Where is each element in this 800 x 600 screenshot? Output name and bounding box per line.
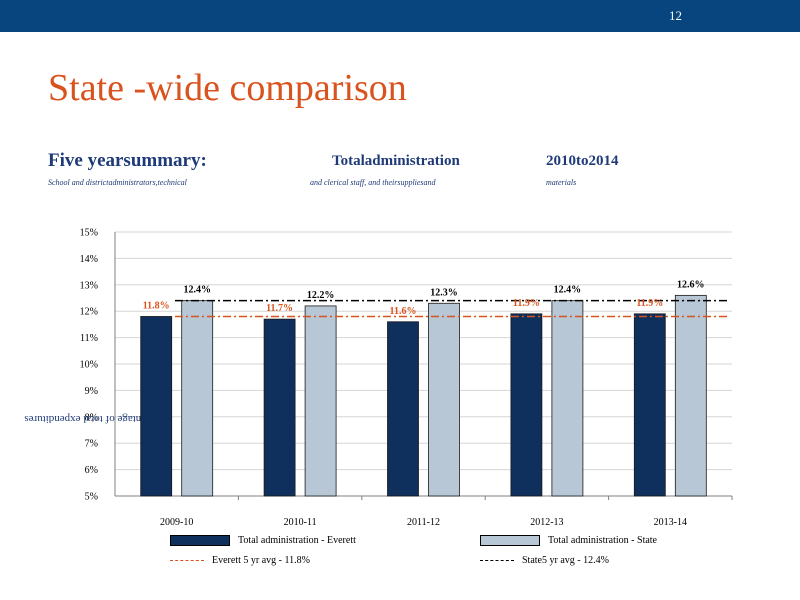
legend-swatch-everett <box>170 535 230 546</box>
page-number: 12 <box>669 8 682 23</box>
bar-everett <box>633 313 666 497</box>
x-tick-label: 2013-14 <box>654 517 687 528</box>
description-left: School and districtadministrators,techni… <box>48 178 187 187</box>
x-tick-label: 2009-10 <box>160 517 193 528</box>
bar-everett <box>510 313 543 497</box>
data-label-everett: 11.7% <box>266 303 293 314</box>
data-label-state: 12.4% <box>554 285 582 296</box>
y-tick-label: 9% <box>85 386 98 397</box>
y-tick-label: 10% <box>80 360 98 371</box>
bar-state <box>674 294 707 497</box>
data-label-everett: 11.8% <box>143 300 170 311</box>
bar-state <box>181 300 214 497</box>
y-tick-label: 7% <box>85 439 98 450</box>
legend-swatch-state <box>480 535 540 546</box>
data-label-state: 12.3% <box>430 287 458 298</box>
legend-item-state: Total administration - State <box>480 535 657 546</box>
legend-item-everett: Total administration - Everett <box>170 535 356 546</box>
y-tick-label: 15% <box>80 228 98 239</box>
header-bar: 12 <box>0 0 800 32</box>
description-center: and clerical staff, and theirsuppliesand <box>310 178 436 187</box>
legend-line-state-avg <box>480 560 514 561</box>
data-label-everett: 11.6% <box>390 306 417 317</box>
subtitle-right: 2010to2014 <box>546 153 619 169</box>
data-label-state: 12.2% <box>307 290 335 301</box>
bar-everett <box>140 316 173 497</box>
legend-label-state: Total administration - State <box>548 535 657 546</box>
y-tick-label: 13% <box>80 280 98 291</box>
bar-state <box>551 300 584 497</box>
legend-item-state-avg: State5 yr avg - 12.4% <box>480 555 609 566</box>
y-tick-label: 12% <box>80 307 98 318</box>
bar-state <box>304 305 337 497</box>
subtitle-center: Totaladministration <box>332 153 460 169</box>
legend-label-everett: Total administration - Everett <box>238 535 356 546</box>
data-label-state: 12.6% <box>677 279 705 290</box>
subtitle-row: Five yearsummary: Totaladministration 20… <box>0 150 800 190</box>
slide-title: State -wide comparison <box>48 67 407 109</box>
y-tick-label: 8% <box>85 412 98 423</box>
y-tick-label: 5% <box>85 492 98 503</box>
x-tick-label: 2012-13 <box>530 517 563 528</box>
data-label-everett: 11.9% <box>636 298 663 309</box>
bar-state <box>428 302 460 497</box>
legend-label-state-avg: State5 yr avg - 12.4% <box>522 555 609 566</box>
legend-line-everett-avg <box>170 560 204 561</box>
bar-everett <box>387 321 419 497</box>
legend-label-everett-avg: Everett 5 yr avg - 11.8% <box>212 555 310 566</box>
subtitle-left: Five yearsummary: <box>48 150 207 171</box>
y-tick-label: 6% <box>85 465 98 476</box>
description-right: materials <box>546 178 577 187</box>
y-tick-label: 14% <box>80 254 98 265</box>
bar-everett <box>263 318 296 497</box>
y-tick-label: 11% <box>80 333 98 344</box>
x-tick-label: 2010-11 <box>284 517 317 528</box>
data-label-everett: 11.9% <box>513 298 540 309</box>
y-axis-title: Percentage of total expenditures <box>24 413 165 425</box>
data-label-state: 12.4% <box>183 285 211 296</box>
legend-item-everett-avg: Everett 5 yr avg - 11.8% <box>170 555 310 566</box>
x-tick-label: 2011-12 <box>407 517 440 528</box>
